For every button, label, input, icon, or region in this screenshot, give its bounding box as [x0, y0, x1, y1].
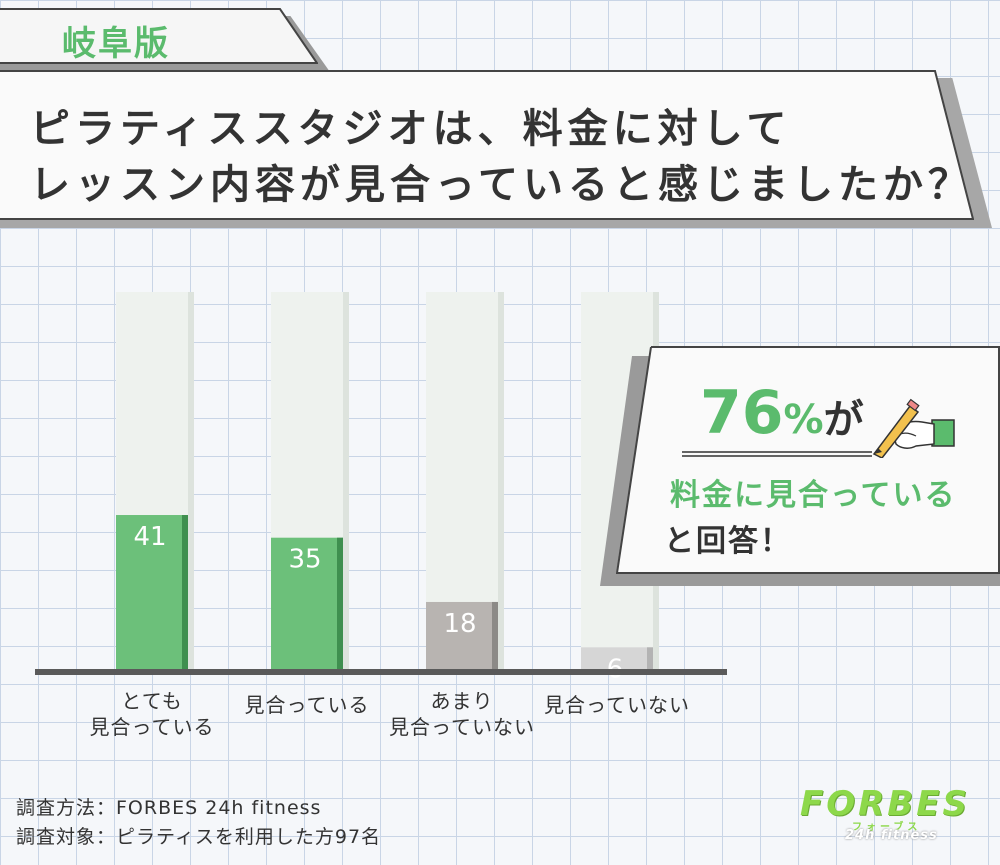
forbes-logo: FORBES — [800, 784, 970, 824]
title-band-border — [0, 70, 974, 220]
callout-percent-unit: % — [783, 397, 824, 443]
bar — [426, 601, 498, 670]
callout-underline — [682, 451, 872, 457]
chart-bars: 4135186 — [116, 292, 659, 684]
survey-target-note: 調査対象：ピラティスを利用した方97名 — [16, 826, 382, 848]
callout-text-line3: と回答！ — [664, 524, 792, 559]
bar — [116, 515, 188, 670]
callout-text-line2: 料金に見合っている — [670, 478, 957, 513]
category-label: 見合っている — [245, 693, 370, 717]
category-label: とても見合っている — [90, 689, 215, 739]
callout-particle: が — [823, 397, 864, 443]
survey-method-note: 調査方法：FORBES 24h fitness — [16, 797, 322, 819]
region-tag — [0, 8, 318, 64]
callout-percent-number: 76 — [700, 378, 784, 448]
callout-box — [616, 346, 1000, 574]
callout-percentage: 76%が — [700, 378, 864, 448]
category-label: 見合っていない — [544, 693, 690, 717]
region-tag-border — [0, 8, 318, 64]
title-line-1: ピラティススタジオは、料金に対して — [30, 106, 792, 152]
callout-border — [616, 346, 1000, 574]
x-axis-line — [35, 669, 727, 675]
bar — [271, 537, 343, 670]
category-label: あまり見合っていない — [389, 689, 535, 739]
bar-track-shade — [343, 292, 349, 670]
forbes-logo-sub: 24h fitness — [845, 828, 938, 843]
region-label: 岐阜版 — [62, 24, 170, 64]
bar-track-shade — [498, 292, 504, 670]
bar-track-shade — [188, 292, 194, 670]
title-line-2: レッスン内容が見合っていると感じましたか？ — [30, 162, 973, 208]
bar-value-label: 41 — [133, 522, 166, 552]
bar — [581, 647, 653, 670]
bar-shade — [647, 647, 653, 670]
bar-shade — [492, 601, 498, 670]
bar-shade — [182, 515, 188, 670]
forbes-logo-kana: フォーブス — [852, 822, 922, 833]
bar-value-label: 35 — [288, 545, 321, 575]
bar-shade — [337, 537, 343, 670]
bar-value-label: 18 — [443, 609, 476, 639]
title-band — [0, 70, 974, 220]
pen-writing-hand-icon — [872, 398, 955, 458]
